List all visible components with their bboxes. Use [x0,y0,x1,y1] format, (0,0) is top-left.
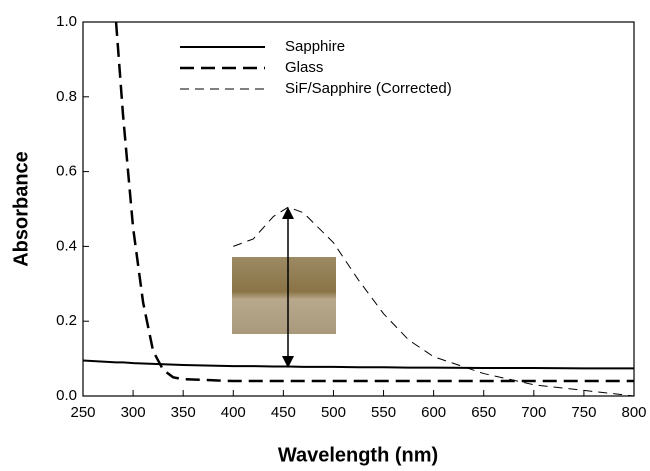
x-tick-label: 550 [371,404,396,421]
y-tick-label: 0.6 [56,163,77,180]
inset-photo [232,257,336,334]
x-axis-title: Wavelength (nm) [278,444,438,466]
x-tick-label: 650 [471,404,496,421]
series-line [116,22,634,381]
y-tick-label: 0.4 [56,237,77,254]
y-tick-label: 1.0 [56,13,77,30]
plot-frame [83,22,634,396]
x-tick-label: 250 [70,404,95,421]
y-axis-title: Absorbance [10,151,32,267]
legend-label: Sapphire [285,38,345,55]
x-tick-label: 800 [621,404,646,421]
x-tick-label: 450 [271,404,296,421]
y-tick-label: 0.2 [56,312,77,329]
legend-label: SiF/Sapphire (Corrected) [285,80,452,97]
x-tick-label: 400 [221,404,246,421]
y-tick-label: 0.8 [56,88,77,105]
x-tick-label: 750 [571,404,596,421]
x-tick-label: 350 [171,404,196,421]
series-line [83,360,634,368]
chart: Wavelength (nm) Absorbance 250 300 350 400 4… [0,0,650,471]
x-tick-label: 300 [121,404,146,421]
x-tick-label: 500 [321,404,346,421]
x-tick-label: 600 [421,404,446,421]
x-tick-label: 700 [521,404,546,421]
legend-label: Glass [285,59,323,76]
y-tick-label: 0.0 [56,387,77,404]
